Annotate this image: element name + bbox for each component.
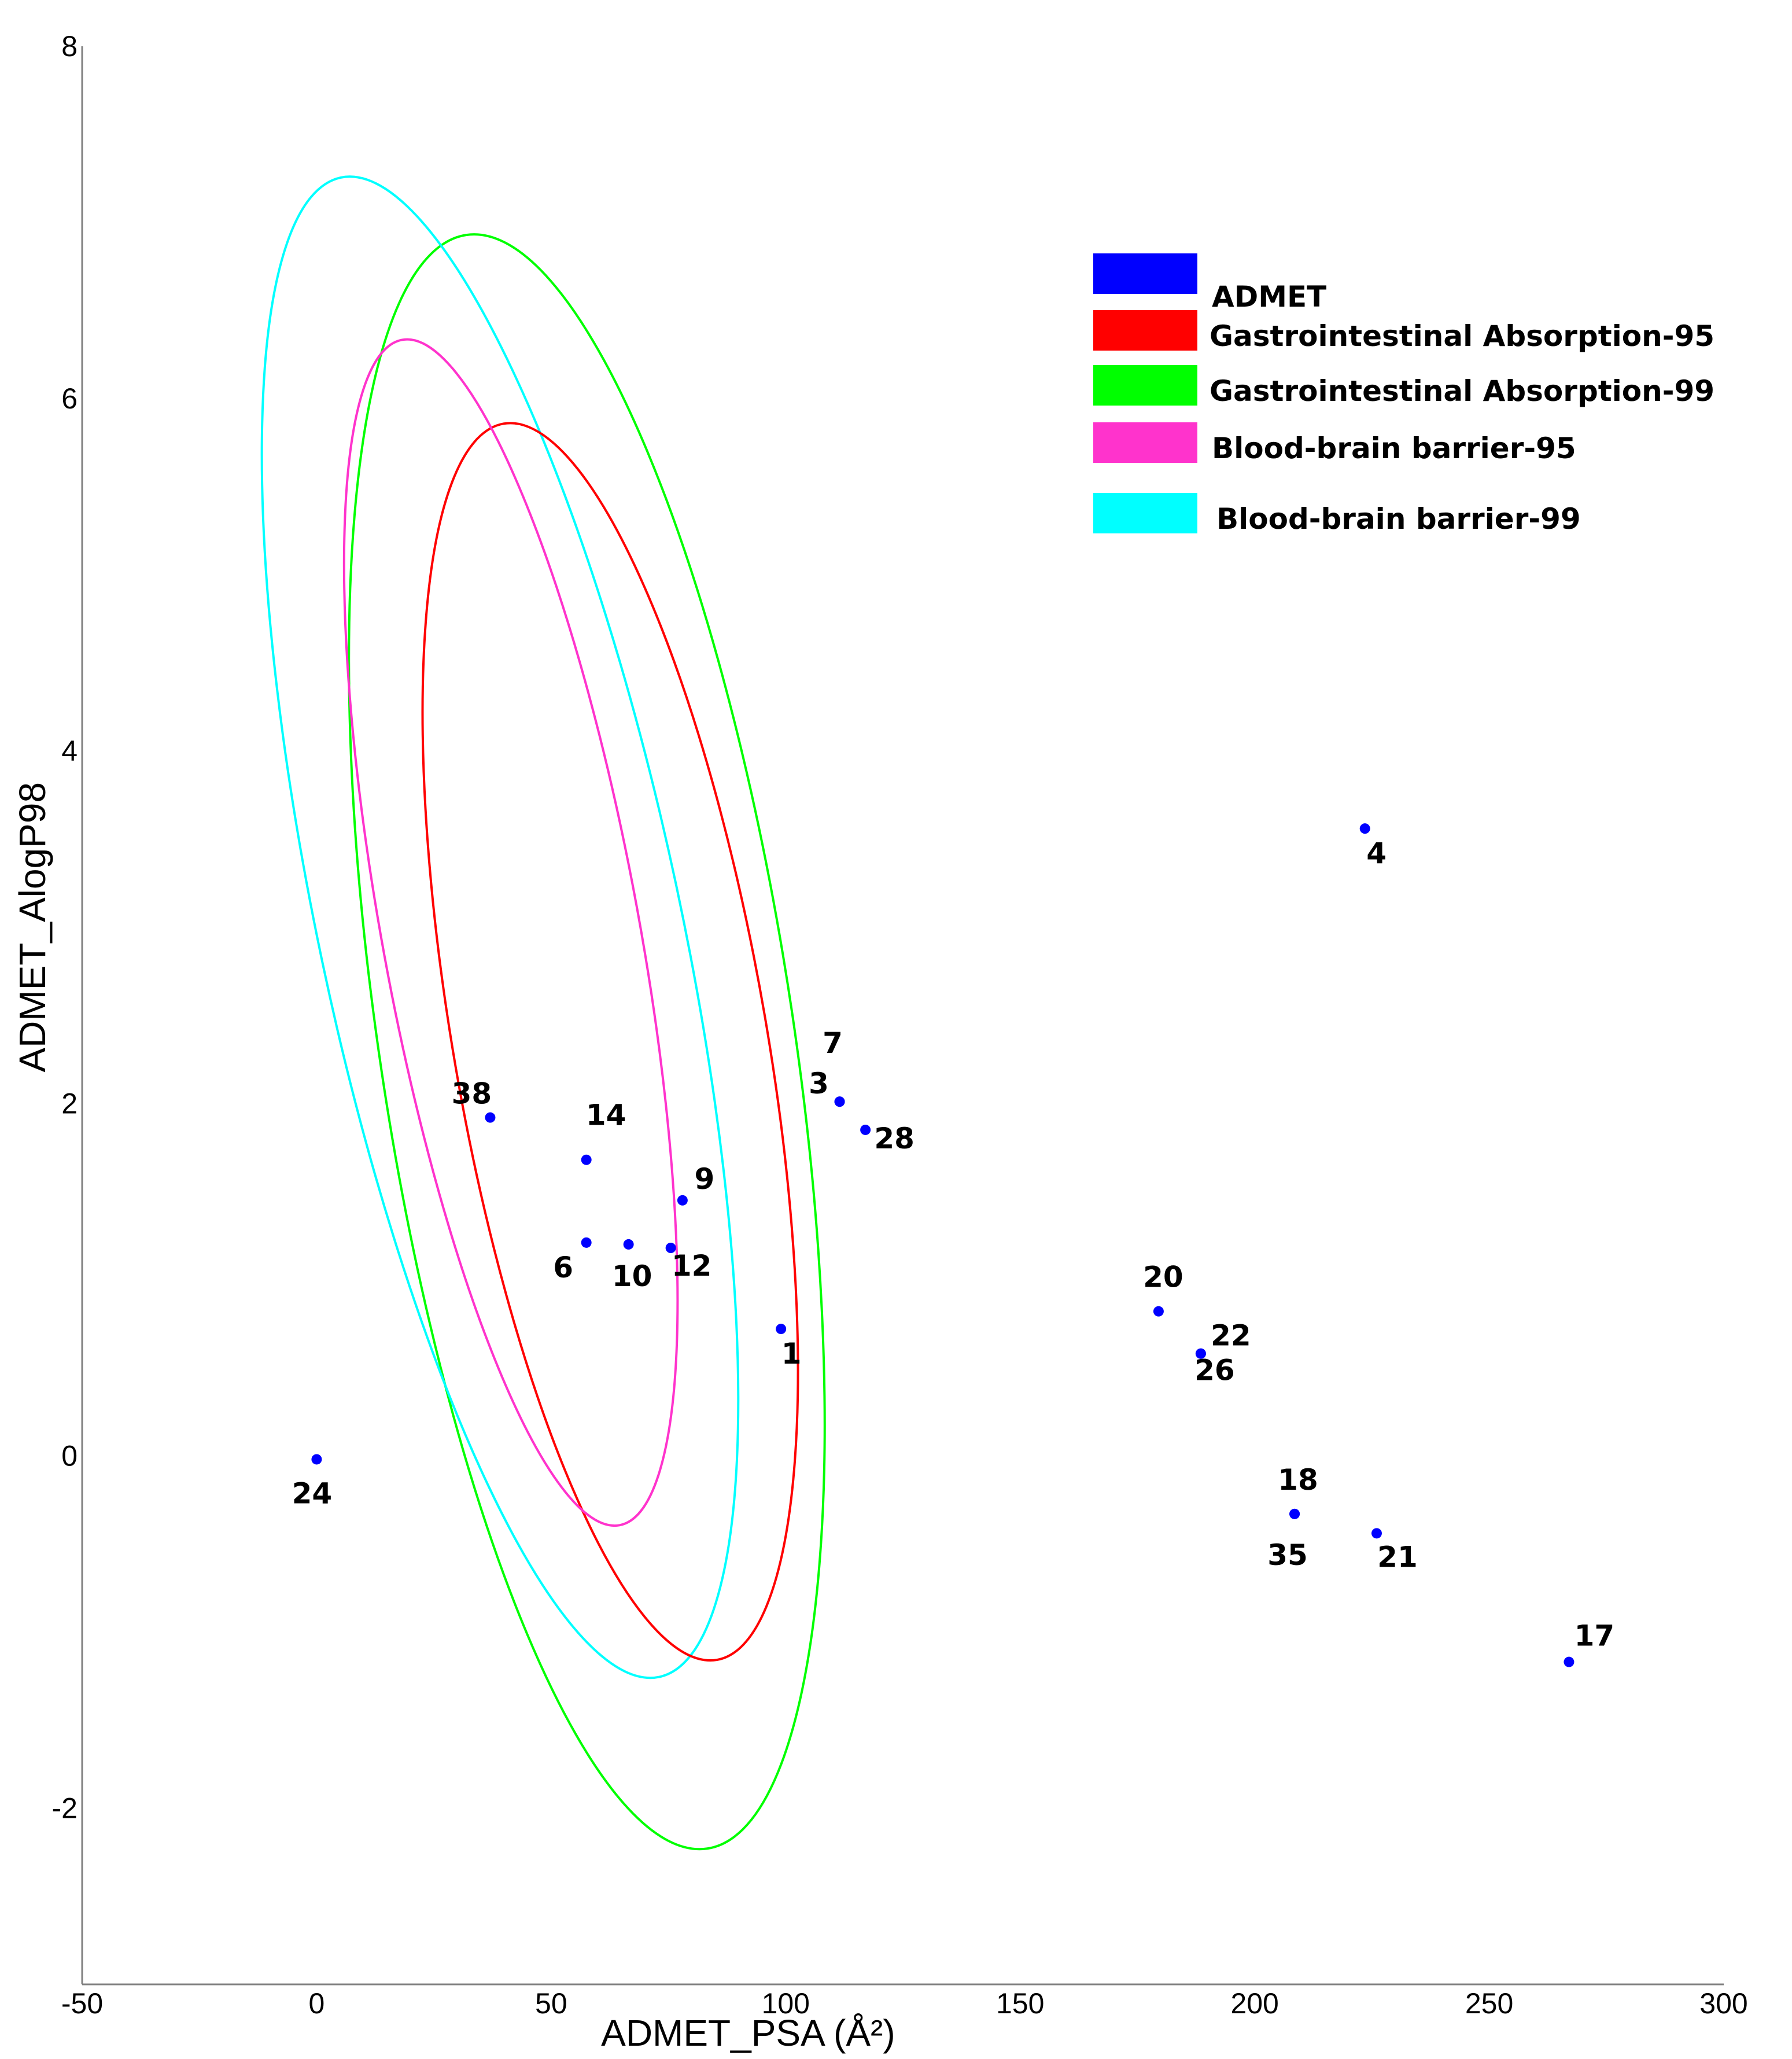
ellipse-gastrointestinal-absorption-99 (348, 233, 826, 1851)
point-label: 35 (1267, 1538, 1308, 1572)
legend-swatch (1093, 253, 1197, 294)
y-tick-label: 6 (61, 382, 78, 415)
legend-swatch (1093, 310, 1197, 351)
x-axis-title: ADMET_PSA (Å²) (601, 2012, 895, 2054)
point-label: 21 (1377, 1540, 1418, 1574)
data-point (665, 1243, 676, 1253)
confidence-ellipses (260, 175, 826, 1851)
y-tick-label: 4 (61, 735, 78, 767)
data-point (860, 1124, 871, 1135)
y-tick-labels: -2 0 2 4 6 8 (52, 30, 78, 1824)
legend-label: Gastrointestinal Absorption-95 (1210, 319, 1714, 353)
data-point (485, 1112, 496, 1123)
point-label: 26 (1194, 1354, 1235, 1387)
data-point (581, 1154, 592, 1165)
legend: ADMET Gastrointestinal Absorption-95 Gastr… (1093, 253, 1714, 536)
axes (81, 46, 1724, 1986)
x-tick-label: -50 (61, 1987, 103, 2020)
legend-swatch (1093, 422, 1197, 463)
legend-label: Blood-brain barrier-99 (1216, 502, 1581, 536)
point-label: 17 (1575, 1619, 1615, 1653)
point-label: 1 (781, 1337, 802, 1371)
ellipse-gastrointestinal-absorption-95 (421, 422, 799, 1662)
data-point (776, 1324, 787, 1335)
point-label: 22 (1211, 1319, 1251, 1353)
point-label: 6 (553, 1251, 573, 1284)
x-tick-label: 100 (762, 1987, 810, 2020)
y-axis-title: ADMET_AlogP98 (12, 782, 53, 1073)
y-tick-label: 0 (61, 1439, 78, 1472)
x-tick-label: 200 (1230, 1987, 1278, 2020)
legend-label: Blood-brain barrier-95 (1212, 432, 1576, 465)
point-label: 12 (672, 1249, 712, 1283)
data-point (1153, 1306, 1164, 1317)
x-tick-label: 0 (309, 1987, 325, 2020)
point-label: 18 (1278, 1463, 1318, 1497)
point-label: 7 (823, 1026, 843, 1060)
point-label: 14 (586, 1099, 626, 1132)
point-label: 4 (1366, 837, 1387, 870)
point-labels: 1 3 4 6 7 9 10 12 14 17 18 20 21 22 24 26 28 35 38 (292, 837, 1615, 1653)
point-label: 20 (1143, 1261, 1183, 1294)
point-label: 9 (694, 1162, 714, 1196)
data-point (581, 1237, 592, 1248)
point-label: 3 (809, 1067, 829, 1100)
x-tick-label: 50 (535, 1987, 567, 2020)
ellipse-blood-brain-barrier-99 (260, 175, 740, 1679)
x-tick-label: 300 (1699, 1987, 1747, 2020)
data-point (311, 1454, 322, 1465)
legend-label: ADMET (1212, 280, 1326, 314)
y-tick-label: 8 (61, 30, 78, 62)
legend-swatch (1093, 365, 1197, 406)
data-point (1564, 1656, 1575, 1667)
x-tick-label: 250 (1465, 1987, 1513, 2020)
data-points (311, 823, 1575, 1667)
y-tick-label: 2 (61, 1087, 78, 1119)
x-tick-label: 150 (996, 1987, 1044, 2020)
y-tick-label: -2 (52, 1792, 78, 1824)
legend-swatch (1093, 493, 1197, 533)
data-point (1359, 823, 1370, 834)
point-label: 24 (292, 1476, 333, 1510)
data-point (623, 1239, 634, 1250)
point-label: 28 (874, 1122, 915, 1155)
data-point (1195, 1348, 1206, 1359)
x-tick-labels: -50 0 50 100 150 200 250 300 (61, 1987, 1748, 2020)
ellipse-blood-brain-barrier-95 (342, 338, 679, 1527)
data-point (1371, 1528, 1382, 1539)
data-point (1289, 1508, 1300, 1519)
point-label: 38 (452, 1077, 492, 1111)
data-point (834, 1096, 845, 1107)
data-point (677, 1195, 688, 1206)
legend-label: Gastrointestinal Absorption-99 (1210, 374, 1714, 408)
point-label: 10 (612, 1259, 652, 1293)
